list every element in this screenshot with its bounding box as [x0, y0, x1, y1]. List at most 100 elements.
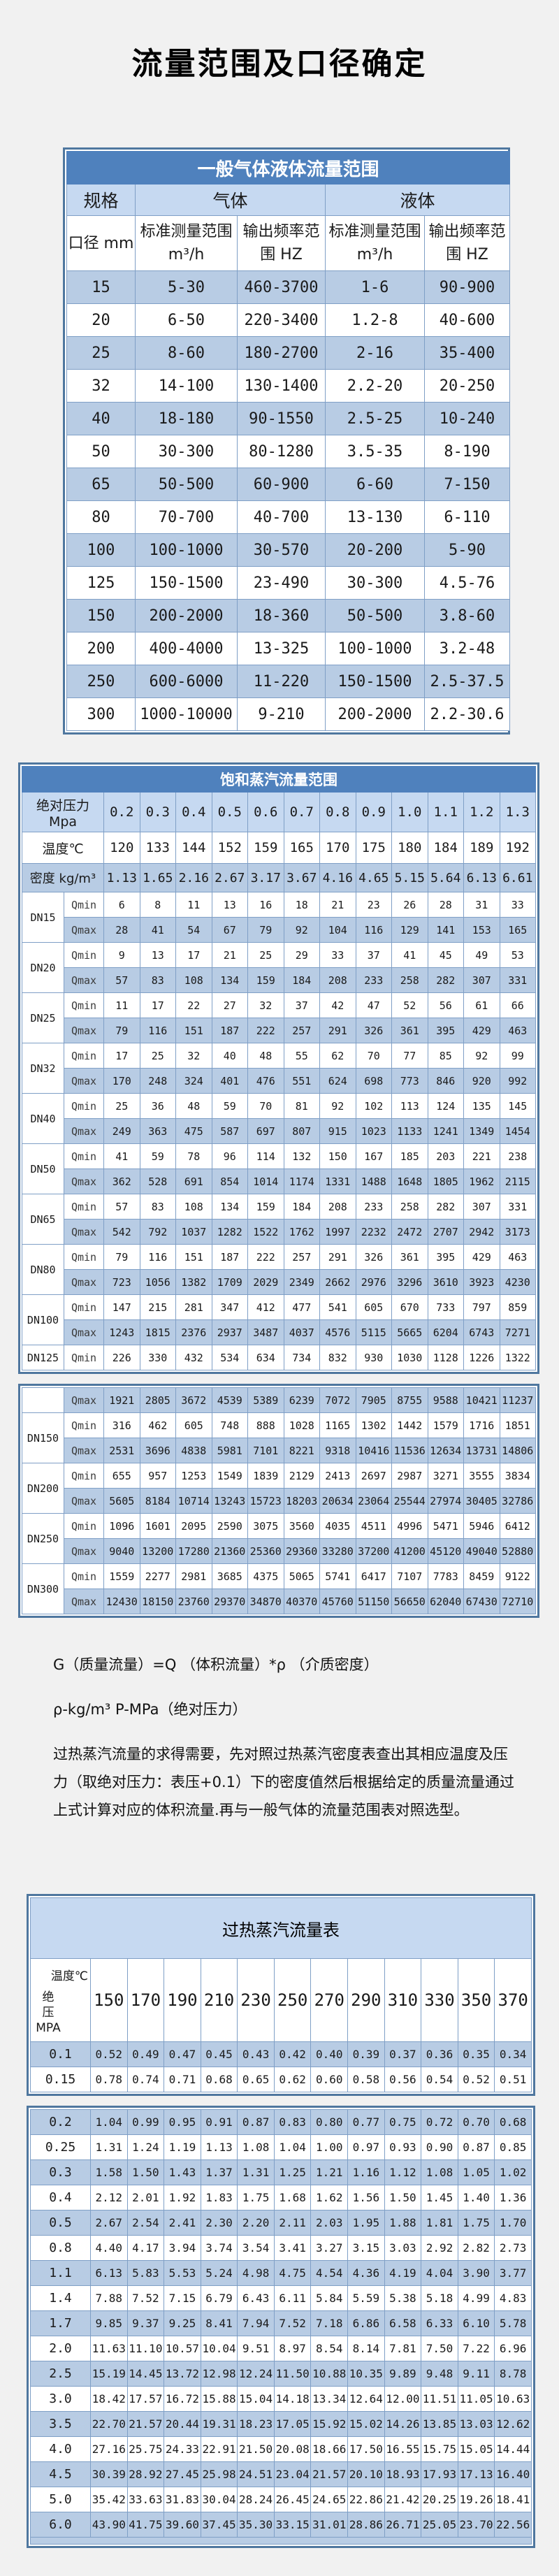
table-cell: 100-1000 [135, 533, 238, 567]
dn-label: DN250 [22, 1513, 64, 1564]
table-cell: 159 [247, 832, 284, 864]
table-cell: 21.57 [126, 2411, 165, 2438]
table-cell: 723 [103, 1269, 140, 1295]
table-cell: 29 [283, 942, 320, 968]
table-cell: 326 [355, 1018, 392, 1043]
table-cell: 476 [247, 1068, 284, 1094]
table-cell: 79 [103, 1244, 140, 1270]
table-cell: 362 [103, 1168, 140, 1194]
col-temp: 190 [164, 1958, 201, 2043]
table-cell: 1805 [427, 1168, 464, 1194]
table-cell: 432 [175, 1345, 212, 1370]
table-cell: 9122 [499, 1563, 536, 1589]
table-cell: 187 [211, 1244, 248, 1270]
table-row: DN125 Qmin 226 330 432 534 634 734 832 930 1030 112… [22, 1345, 536, 1370]
table-cell: 5.59 [347, 2285, 385, 2312]
table-cell: 1762 [283, 1219, 320, 1245]
table-cell: 5.38 [384, 2285, 422, 2312]
table-cell: 4.04 [421, 2260, 458, 2287]
table-cell: 17.93 [421, 2461, 458, 2488]
table-cell: 3.2-48 [424, 632, 510, 665]
table-cell: 1243 [103, 1319, 140, 1345]
table-row: 65 50-500 60-900 6-60 7-150 [66, 468, 510, 501]
table-cell: 0.60 [310, 2067, 349, 2093]
q-label: Qmax [64, 1068, 104, 1094]
table-cell: 151 [175, 1018, 212, 1043]
col-spec: 规格 [66, 184, 136, 216]
table-cell: 22.86 [347, 2487, 385, 2513]
table-cell: 0.42 [273, 2041, 312, 2068]
table-cell: 0.54 [421, 2067, 458, 2093]
table-cell: 6239 [283, 1387, 320, 1413]
q-label: Qmin [64, 1043, 104, 1069]
table-cell: 2349 [283, 1269, 320, 1295]
table-cell: 40370 [283, 1589, 320, 1614]
table-cell: 132 [283, 1143, 320, 1169]
pressure-label: 0.8 [30, 2235, 91, 2262]
table-cell: 1579 [427, 1412, 464, 1438]
table-cell: 324 [175, 1068, 212, 1094]
general-flow-table-wrapper: 一般气体液体流量范围 规格 气体 液体 口径 mm 标准测量范围 m³/h 输出… [63, 147, 510, 735]
table-cell: 57 [103, 967, 140, 993]
table-cell: 429 [463, 1244, 500, 1270]
table-cell: 4.75 [273, 2260, 312, 2287]
table-cell: 624 [319, 1068, 356, 1094]
table-cell: 8.54 [310, 2336, 349, 2362]
table-cell: 1839 [247, 1463, 284, 1489]
table-cell: 3.17 [247, 863, 284, 892]
table-cell: 6.61 [499, 863, 536, 892]
table-cell: 0.2 [103, 792, 140, 832]
table-cell: 257 [283, 1018, 320, 1043]
table-cell: 2413 [319, 1463, 356, 1489]
table-cell: 8459 [463, 1563, 500, 1589]
table-cell: 18.41 [494, 2487, 532, 2513]
table-cell: 670 [391, 1294, 428, 1320]
table-cell: 1.65 [139, 863, 176, 892]
table-cell: 15.02 [347, 2411, 385, 2438]
table-cell: 5389 [247, 1387, 284, 1413]
table-cell: 1322 [499, 1345, 536, 1370]
table-row: 1.7 9.85 9.37 9.25 8.41 7.94 7.52 7.18 6.86 6.58 6… [30, 2310, 532, 2337]
table-cell: 475 [175, 1118, 212, 1144]
superheated-steam-table-cont-wrapper: 0.2 1.04 0.99 0.95 0.91 0.87 0.83 0.80 0.77 0.75 0… [27, 2106, 535, 2549]
table-cell: 29370 [211, 1589, 248, 1614]
table-cell: 1.36 [494, 2185, 532, 2211]
table-cell: 291 [319, 1018, 356, 1043]
table-cell: 7.81 [384, 2336, 422, 2362]
table-cell: 70-700 [135, 500, 238, 534]
table-row: DN65 Qmin 57 83 108 134 159 184 208 233 258 282 307 3… [22, 1194, 536, 1245]
table-row: DN80 Qmin 79 116 151 187 222 257 291 326 361 395 429… [22, 1244, 536, 1295]
table-cell: 57 [103, 1194, 140, 1220]
table-cell: 10714 [175, 1488, 212, 1514]
table-cell: 1.04 [90, 2109, 128, 2136]
table-cell: 37200 [355, 1538, 392, 1564]
table-cell: 11.10 [126, 2336, 165, 2362]
table-cell: 3.15 [347, 2235, 385, 2262]
col-liquid-freq-unit: 围 HZ [446, 246, 488, 263]
table-cell: 100 [66, 533, 136, 567]
note-units: ρ-kg/m³ P-MPa（绝对压力） [53, 1700, 247, 1718]
table-row: 25 8-60 180-2700 2-16 35-400 [66, 336, 510, 370]
table-cell: 8184 [139, 1488, 176, 1514]
table-cell: 0.52 [457, 2067, 495, 2093]
table-cell: 7.22 [457, 2336, 495, 2362]
table-cell: 0.4 [175, 792, 212, 832]
q-label: Qmin [64, 1194, 104, 1220]
table-cell: 30-570 [237, 533, 326, 567]
table-cell: 6.86 [347, 2310, 385, 2337]
table-cell: 4576 [319, 1319, 356, 1345]
table-cell: 0.7 [283, 792, 320, 832]
col-liquid-range: 标准测量范围 m³/h [325, 215, 425, 271]
table-cell: 12.00 [384, 2386, 422, 2412]
table-cell: 90-1550 [237, 402, 326, 435]
table-cell: 18.42 [90, 2386, 128, 2412]
table-cell: 807 [283, 1118, 320, 1144]
table-cell: 24.65 [310, 2487, 349, 2513]
table-cell: 1.40 [457, 2185, 495, 2211]
table-cell: 78 [175, 1143, 212, 1169]
table-cell: 17.57 [126, 2386, 165, 2412]
table-cell: 2.30 [200, 2210, 238, 2236]
pressure-label: 2.0 [30, 2336, 91, 2362]
table-cell: 1.00 [310, 2134, 349, 2161]
table-cell: 528 [139, 1168, 176, 1194]
